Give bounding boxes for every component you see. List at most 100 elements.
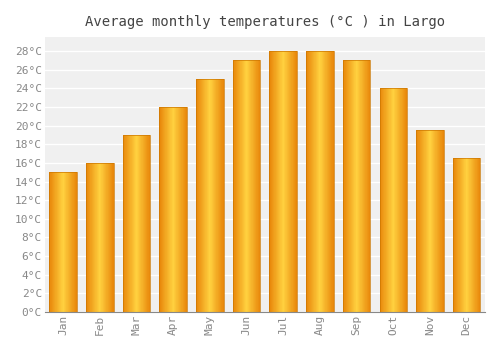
Bar xyxy=(380,88,407,312)
Bar xyxy=(463,158,464,312)
Bar xyxy=(164,107,165,312)
Bar xyxy=(103,163,104,312)
Bar xyxy=(283,51,284,312)
Bar xyxy=(425,130,426,312)
Bar xyxy=(241,61,242,312)
Bar xyxy=(51,172,52,312)
Bar xyxy=(106,163,107,312)
Bar xyxy=(403,88,404,312)
Bar xyxy=(358,61,359,312)
Bar xyxy=(246,61,247,312)
Bar xyxy=(330,51,331,312)
Bar xyxy=(101,163,102,312)
Bar xyxy=(259,61,260,312)
Bar xyxy=(359,61,360,312)
Bar xyxy=(432,130,434,312)
Bar xyxy=(94,163,95,312)
Bar xyxy=(161,107,162,312)
Bar xyxy=(139,135,140,312)
Bar xyxy=(91,163,92,312)
Bar xyxy=(326,51,327,312)
Bar xyxy=(175,107,176,312)
Bar xyxy=(276,51,277,312)
Bar xyxy=(128,135,129,312)
Bar xyxy=(197,79,198,312)
Bar xyxy=(160,107,187,312)
Bar xyxy=(343,61,344,312)
Bar xyxy=(271,51,272,312)
Bar xyxy=(315,51,316,312)
Bar xyxy=(165,107,166,312)
Bar xyxy=(141,135,142,312)
Bar xyxy=(131,135,132,312)
Bar xyxy=(479,158,480,312)
Bar xyxy=(169,107,170,312)
Bar xyxy=(355,61,356,312)
Bar xyxy=(55,172,56,312)
Bar xyxy=(363,61,364,312)
Bar xyxy=(457,158,458,312)
Bar xyxy=(245,61,246,312)
Bar xyxy=(467,158,468,312)
Bar xyxy=(420,130,421,312)
Bar xyxy=(292,51,293,312)
Bar xyxy=(93,163,94,312)
Bar xyxy=(331,51,332,312)
Bar xyxy=(143,135,144,312)
Bar xyxy=(208,79,209,312)
Bar xyxy=(391,88,392,312)
Bar xyxy=(184,107,186,312)
Bar xyxy=(74,172,76,312)
Bar xyxy=(477,158,478,312)
Bar xyxy=(233,61,234,312)
Bar xyxy=(89,163,90,312)
Bar xyxy=(277,51,278,312)
Bar xyxy=(92,163,93,312)
Bar xyxy=(442,130,443,312)
Bar xyxy=(183,107,184,312)
Bar xyxy=(470,158,471,312)
Bar xyxy=(255,61,256,312)
Bar xyxy=(204,79,205,312)
Bar xyxy=(244,61,245,312)
Bar xyxy=(162,107,163,312)
Bar xyxy=(270,51,297,312)
Bar xyxy=(75,172,76,312)
Bar xyxy=(209,79,210,312)
Bar xyxy=(424,130,425,312)
Bar xyxy=(459,158,460,312)
Bar xyxy=(250,61,251,312)
Bar xyxy=(138,135,140,312)
Bar xyxy=(237,61,238,312)
Bar xyxy=(142,135,143,312)
Bar xyxy=(347,61,348,312)
Bar xyxy=(180,107,181,312)
Bar xyxy=(134,135,135,312)
Bar xyxy=(325,51,326,312)
Bar xyxy=(253,61,254,312)
Bar xyxy=(172,107,173,312)
Bar xyxy=(234,61,235,312)
Bar xyxy=(423,130,424,312)
Bar xyxy=(53,172,54,312)
Bar xyxy=(71,172,72,312)
Bar xyxy=(295,51,296,312)
Bar xyxy=(217,79,218,312)
Bar xyxy=(109,163,110,312)
Bar xyxy=(350,61,351,312)
Bar xyxy=(285,51,286,312)
Bar xyxy=(461,158,462,312)
Bar xyxy=(397,88,398,312)
Bar xyxy=(476,158,477,312)
Bar xyxy=(385,88,386,312)
Bar xyxy=(453,158,454,312)
Bar xyxy=(238,61,239,312)
Bar xyxy=(218,79,220,312)
Bar xyxy=(174,107,175,312)
Bar xyxy=(247,61,248,312)
Bar xyxy=(112,163,113,312)
Bar xyxy=(68,172,69,312)
Bar xyxy=(313,51,314,312)
Bar xyxy=(324,51,325,312)
Bar xyxy=(345,61,346,312)
